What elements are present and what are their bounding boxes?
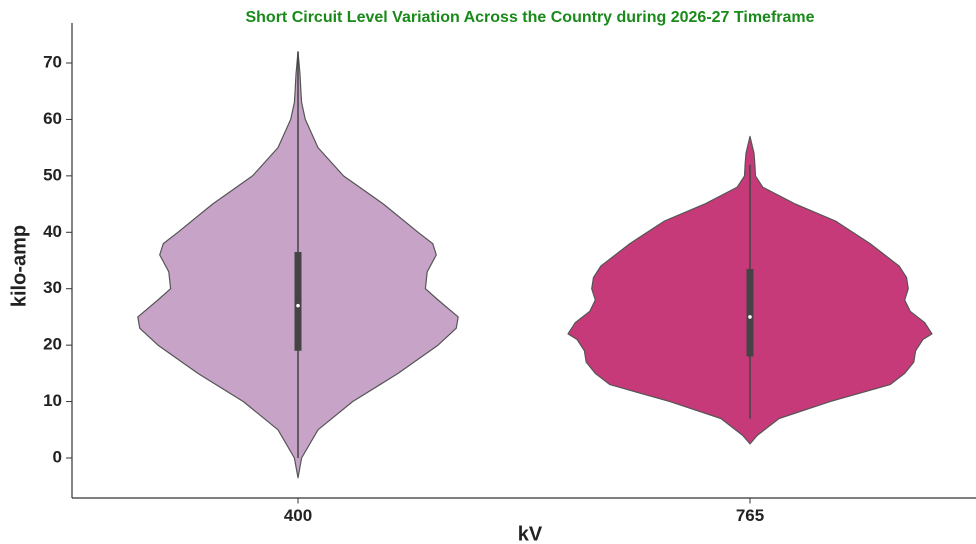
y-tick-label: 20 [43, 335, 62, 354]
y-tick-label: 70 [43, 52, 62, 71]
y-tick-label: 50 [43, 165, 62, 184]
y-tick-label: 40 [43, 222, 62, 241]
y-tick-label: 0 [53, 447, 62, 466]
box [746, 268, 754, 357]
y-axis-label: kilo-amp [8, 225, 30, 307]
x-axis-label: kV [518, 523, 543, 544]
median [296, 303, 300, 308]
x-tick-label: 400 [284, 506, 312, 525]
y-tick-label: 10 [43, 391, 62, 410]
median [748, 315, 752, 319]
x-tick-label: 765 [736, 506, 764, 525]
y-tick-label: 30 [43, 278, 62, 297]
box [294, 252, 302, 351]
y-tick-label: 60 [43, 109, 62, 128]
chart-title: Short Circuit Level Variation Across the… [245, 9, 814, 26]
